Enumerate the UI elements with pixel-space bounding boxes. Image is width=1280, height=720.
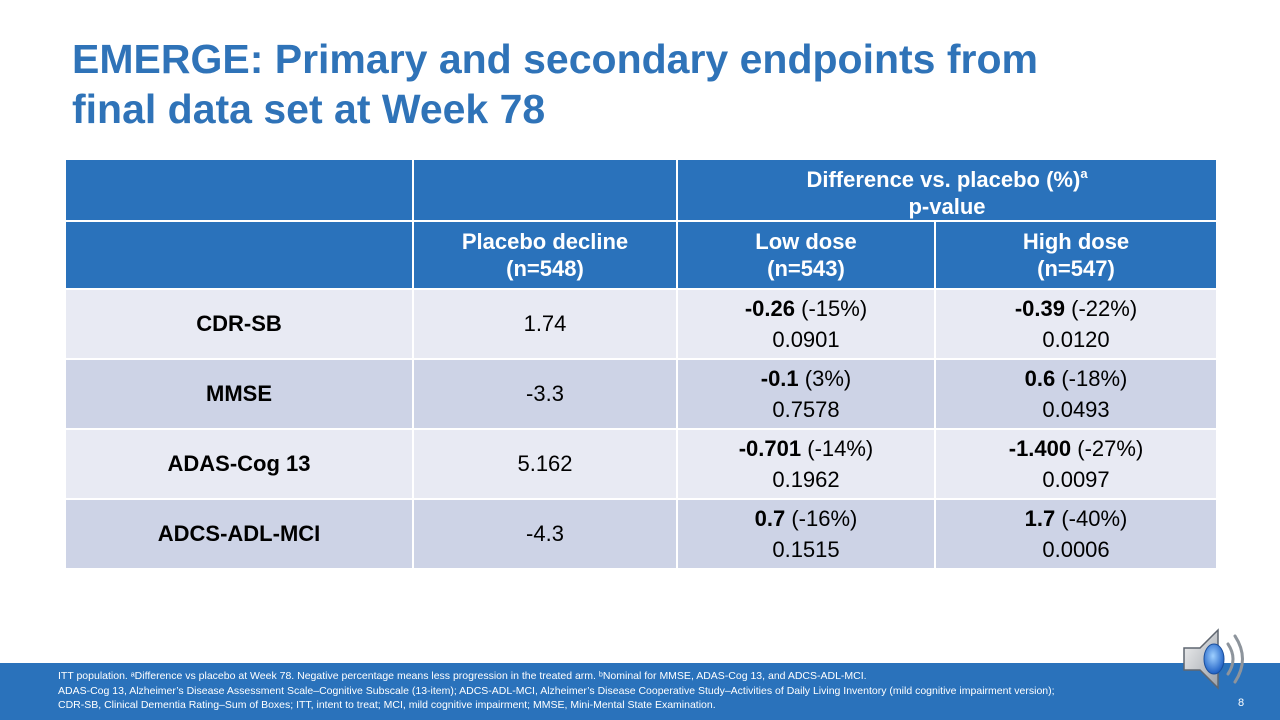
- speaker-icon-graphic: [1183, 628, 1244, 690]
- header-high-dose: High dose (n=547): [933, 220, 1219, 290]
- endpoint-cell: ADCS-ADL-MCI: [64, 498, 414, 570]
- endpoint-cell: ADAS-Cog 13: [64, 428, 414, 500]
- header-low-dose: Low dose (n=543): [676, 220, 936, 290]
- speaker-icon[interactable]: [1178, 622, 1258, 696]
- table-row: CDR-SB 1.74 -0.26 (-15%) 0.0901 -0.39 (-…: [64, 288, 1219, 360]
- table-row: ADCS-ADL-MCI -4.3 0.7 (-16%) 0.1515 1.7 …: [64, 498, 1219, 570]
- table-header-row-2: Placebo decline (n=548) Low dose (n=543)…: [64, 220, 1219, 290]
- title-line-2: final data set at Week 78: [72, 86, 546, 132]
- table-row: ADAS-Cog 13 5.162 -0.701 (-14%) 0.1962 -…: [64, 428, 1219, 500]
- endpoint-cell: CDR-SB: [64, 288, 414, 360]
- placebo-cell: 5.162: [412, 428, 678, 500]
- high-dose-cell: -1.400 (-27%) 0.0097: [933, 428, 1219, 500]
- group-header: Difference vs. placebo (%)a p-value: [675, 158, 1219, 222]
- header-empty-cell: [412, 158, 678, 222]
- table-row: MMSE -3.3 -0.1 (3%) 0.7578 0.6 (-18%) 0.…: [64, 358, 1219, 430]
- header-placebo: Placebo decline (n=548): [412, 220, 678, 290]
- low-dose-cell: -0.26 (-15%) 0.0901: [676, 288, 936, 360]
- low-dose-cell: -0.701 (-14%) 0.1962: [676, 428, 936, 500]
- placebo-cell: -4.3: [412, 498, 678, 570]
- endpoints-table: Difference vs. placebo (%)a p-value Plac…: [64, 158, 1219, 570]
- footnote-line-2: ADAS-Cog 13, Alzheimer’s Disease Assessm…: [58, 684, 1055, 697]
- placebo-cell: -3.3: [412, 358, 678, 430]
- table-header-row-1: Difference vs. placebo (%)a p-value: [64, 158, 1219, 222]
- high-dose-cell: -0.39 (-22%) 0.0120: [933, 288, 1219, 360]
- high-dose-cell: 1.7 (-40%) 0.0006: [933, 498, 1219, 570]
- footnote-line-3: CDR-SB, Clinical Dementia Rating–Sum of …: [58, 699, 716, 711]
- footnote-line-1: ITT population. ᵃDifference vs placebo a…: [58, 670, 867, 682]
- endpoint-cell: MMSE: [64, 358, 414, 430]
- footer-bar: ITT population. ᵃDifference vs placebo a…: [0, 663, 1280, 720]
- header-empty-cell: [64, 220, 414, 290]
- footnotes: ITT population. ᵃDifference vs placebo a…: [58, 669, 1208, 713]
- group-header-line1: Difference vs. placebo (%): [806, 167, 1081, 192]
- high-dose-cell: 0.6 (-18%) 0.0493: [933, 358, 1219, 430]
- group-header-sup: a: [1080, 166, 1088, 181]
- page-number: 8: [1238, 697, 1245, 709]
- slide-title: EMERGE: Primary and secondary endpoints …: [72, 34, 1192, 134]
- header-empty-cell: [64, 158, 414, 222]
- placebo-cell: 1.74: [412, 288, 678, 360]
- group-header-line2: p-value: [908, 194, 986, 219]
- low-dose-cell: 0.7 (-16%) 0.1515: [676, 498, 936, 570]
- low-dose-cell: -0.1 (3%) 0.7578: [676, 358, 936, 430]
- title-line-1: EMERGE: Primary and secondary endpoints …: [72, 36, 1038, 82]
